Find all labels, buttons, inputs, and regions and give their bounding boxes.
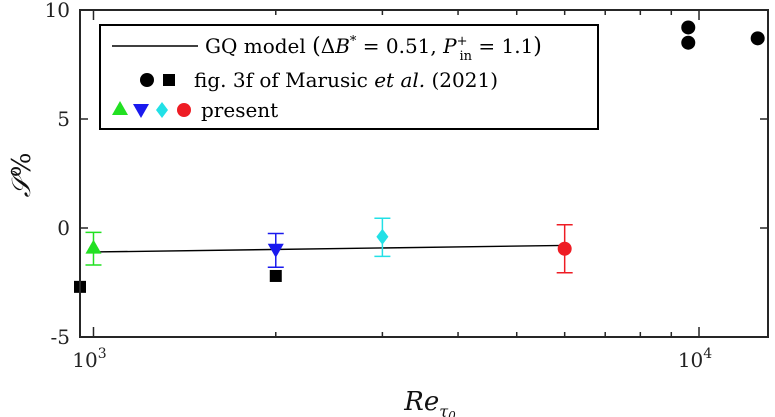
legend-entry-marusic: fig. 3f of Marusic et al. (2021): [194, 68, 498, 92]
present-point-1: [267, 243, 284, 258]
y-tick-label: -5: [51, 325, 70, 349]
marusic-circle-point-2: [750, 31, 765, 46]
legend-circle-marker: [140, 73, 154, 87]
x-tick-label: 103: [72, 346, 106, 372]
axes: -5 0 5 10 103 104: [45, 0, 769, 372]
legend-triangle-down-marker: [133, 104, 149, 118]
present-point-3: [557, 241, 572, 256]
y-tick-label: 10: [45, 0, 70, 22]
y-tick-label: 5: [57, 107, 70, 131]
y-tick-label: 0: [57, 216, 70, 240]
marusic-circle-point-1: [681, 35, 696, 50]
y-axis-label: 𝒮%: [7, 153, 37, 198]
gq-model-line: [93, 244, 565, 253]
plot-area: [74, 20, 765, 293]
legend-red-circle-marker: [177, 103, 191, 117]
legend-square-marker: [163, 74, 175, 86]
legend-entry-present: present: [201, 98, 278, 122]
legend-diamond-marker: [156, 102, 168, 118]
marusic-square-point-1: [269, 269, 282, 282]
axis-labels: 𝒮% Reτ0: [7, 153, 456, 417]
legend: GQ model (ΔB* = 0.51, P+ in = 1.1) fig. 3…: [99, 24, 599, 130]
present-point-2: [376, 228, 389, 245]
x-axis-label: Reτ0: [403, 387, 456, 417]
legend-triangle-up-marker: [112, 101, 128, 115]
present-point-0: [85, 239, 102, 254]
x-tick-label: 104: [678, 346, 712, 372]
marusic-circle-point-0: [681, 20, 696, 35]
axes-frame: [79, 9, 769, 338]
